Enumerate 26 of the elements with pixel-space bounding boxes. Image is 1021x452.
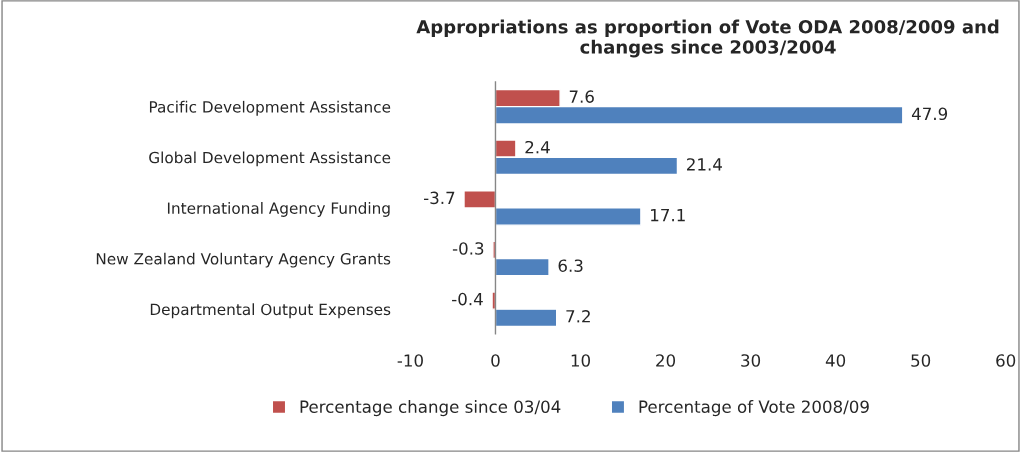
data-label: 17.1 bbox=[651, 208, 685, 222]
chart-title: Appropriations as proportion of Vote ODA 2008/2009 and changes since 2003/2004 bbox=[416, 19, 999, 58]
data-label: 7.2 bbox=[566, 310, 590, 323]
x-tick-label: -10 bbox=[397, 354, 423, 367]
x-tick-label: 50 bbox=[911, 354, 931, 367]
y-tick-label: Pacific Development Assistance bbox=[149, 100, 391, 116]
data-label: 6.3 bbox=[558, 259, 583, 272]
data-label: 7.6 bbox=[569, 90, 594, 103]
data-label: -3.7 bbox=[423, 191, 455, 205]
x-tick-label: 40 bbox=[825, 354, 846, 367]
data-label: 2.4 bbox=[525, 140, 550, 154]
x-tick-label: 30 bbox=[741, 354, 761, 367]
x-tick-label: 10 bbox=[571, 354, 591, 367]
y-tick-label: Departmental Output Expenses bbox=[150, 303, 391, 319]
data-label: -0.3 bbox=[452, 242, 484, 255]
data-label: 21.4 bbox=[687, 158, 722, 171]
x-tick-label: 0 bbox=[491, 354, 500, 367]
y-tick-label: International Agency Funding bbox=[167, 202, 390, 217]
x-tick-label: 20 bbox=[656, 354, 676, 367]
y-tick-label: New Zealand Voluntary Agency Grants bbox=[96, 252, 391, 268]
legend-label: Percentage change since 03/04 bbox=[300, 400, 561, 417]
legend-label: Percentage of Vote 2008/09 bbox=[639, 400, 869, 417]
data-label: -0.4 bbox=[452, 292, 483, 306]
y-tick-label: Global Development Assistance bbox=[149, 151, 391, 167]
x-tick-label: 60 bbox=[996, 354, 1016, 367]
data-label: 47.9 bbox=[911, 107, 948, 121]
